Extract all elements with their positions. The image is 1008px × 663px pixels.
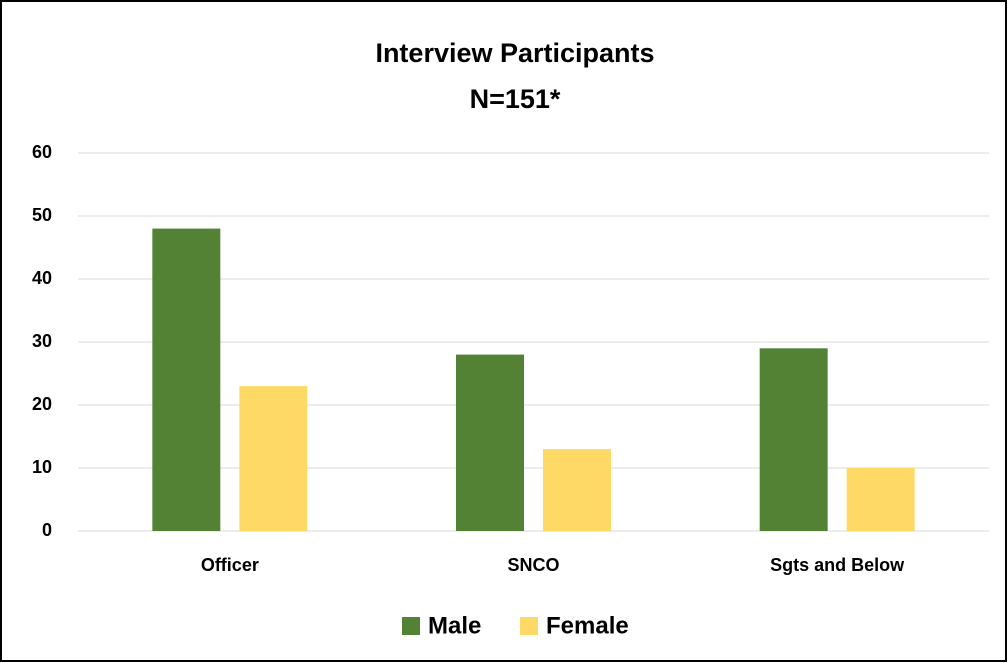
y-tick-label: 10 bbox=[32, 457, 52, 477]
bar bbox=[846, 468, 915, 531]
bar bbox=[759, 348, 828, 531]
bar bbox=[152, 228, 221, 531]
y-tick-label: 40 bbox=[32, 268, 52, 288]
x-tick-label: Sgts and Below bbox=[770, 555, 905, 575]
legend-label: Female bbox=[546, 612, 629, 639]
legend-swatch bbox=[520, 617, 538, 635]
bar bbox=[456, 354, 524, 531]
chart-subtitle: N=151* bbox=[470, 84, 561, 114]
x-tick-label: Officer bbox=[201, 555, 259, 575]
y-tick-label: 30 bbox=[32, 331, 52, 351]
y-tick-label: 50 bbox=[32, 205, 52, 225]
y-tick-label: 20 bbox=[32, 394, 52, 414]
chart-title: Interview Participants bbox=[375, 38, 654, 68]
y-tick-label: 60 bbox=[32, 142, 52, 162]
bar bbox=[543, 449, 611, 531]
y-tick-label: 0 bbox=[42, 520, 52, 540]
legend-swatch bbox=[402, 617, 420, 635]
legend-label: Male bbox=[428, 612, 481, 639]
x-tick-label: SNCO bbox=[507, 555, 559, 575]
bar bbox=[239, 386, 308, 531]
